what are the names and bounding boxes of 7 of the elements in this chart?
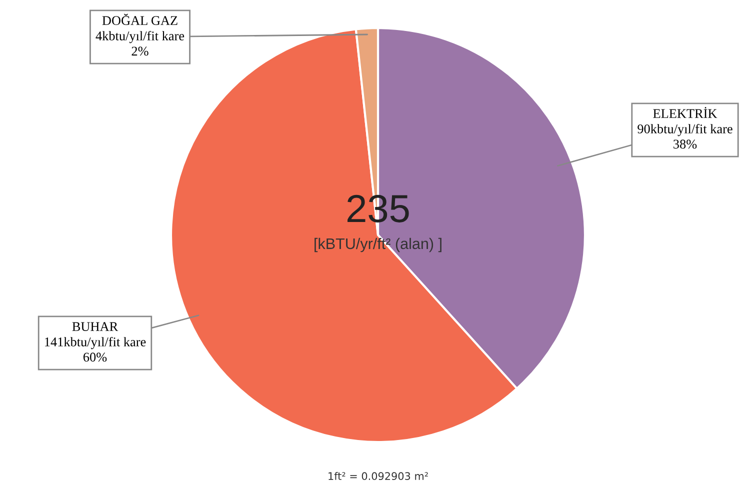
slice-label: ELEKTRİK xyxy=(653,107,718,118)
data-label: 4kbtu/yıl/fit kare 2% xyxy=(96,30,184,56)
slice-label: DOĞAL GAZ xyxy=(102,14,178,26)
slice-label: BUHAR xyxy=(72,322,118,332)
text: 1ft² = 0.092903 m² xyxy=(328,472,428,480)
data-label: 141kbtu/yıl/fit kare 60% xyxy=(45,336,146,362)
data-label: 90kbtu/yıl/fit kare 38% xyxy=(638,124,732,149)
